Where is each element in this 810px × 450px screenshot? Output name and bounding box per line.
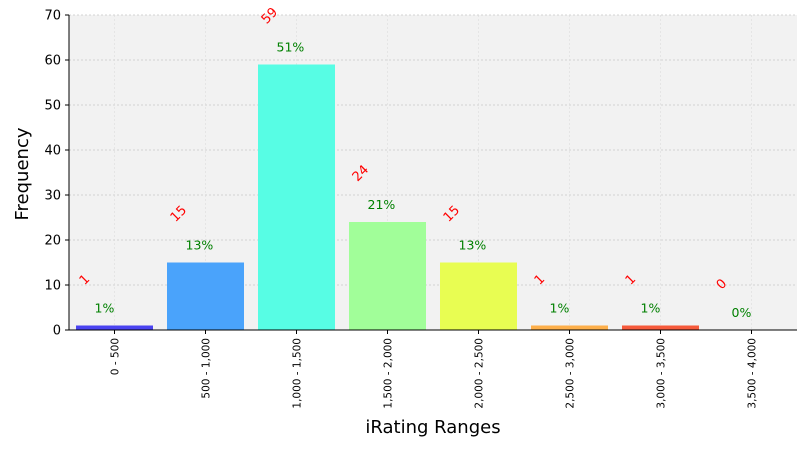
bar [622, 325, 699, 330]
percent-label: 1% [95, 301, 115, 316]
y-tick-label: 30 [44, 189, 61, 204]
x-axis-ticks: 0 - 500 500 - 1,000 1,000 - 1,500 1,500 - 2… [110, 330, 759, 409]
percent-label: 21% [368, 197, 396, 212]
y-tick-label: 40 [44, 144, 61, 159]
y-axis-title: Frequency [12, 127, 33, 220]
y-axis-ticks: 0 10 20 30 40 50 60 70 [44, 9, 69, 339]
axes [68, 15, 797, 331]
y-tick-label: 10 [44, 279, 61, 294]
percent-label: 1% [641, 301, 661, 316]
bar [440, 262, 517, 330]
bar [258, 64, 335, 330]
bar [349, 222, 426, 330]
x-tick-label: 3,000 - 3,500 [656, 338, 668, 409]
x-tick-label: 1,000 - 1,500 [292, 338, 304, 409]
percent-label: 13% [459, 238, 487, 253]
y-tick-label: 60 [44, 54, 61, 69]
bar [167, 262, 244, 330]
x-tick-label: 1,500 - 2,000 [383, 338, 395, 409]
percent-label: 13% [186, 238, 214, 253]
x-tick-label: 0 - 500 [110, 338, 122, 375]
x-axis-title: iRating Ranges [365, 417, 500, 438]
percent-label: 1% [550, 301, 570, 316]
x-tick-label: 3,500 - 4,000 [747, 338, 759, 409]
x-tick-label: 500 - 1,000 [201, 338, 213, 399]
y-tick-label: 50 [44, 99, 61, 114]
y-tick-label: 20 [44, 234, 61, 249]
percent-label: 51% [277, 40, 305, 55]
bars [76, 64, 699, 330]
y-tick-label: 0 [53, 324, 61, 339]
bar [531, 325, 608, 330]
x-tick-label: 2,000 - 2,500 [474, 338, 486, 409]
bar [76, 325, 153, 330]
y-tick-label: 70 [44, 9, 61, 24]
x-tick-label: 2,500 - 3,000 [565, 338, 577, 409]
percent-label: 0% [732, 305, 752, 320]
